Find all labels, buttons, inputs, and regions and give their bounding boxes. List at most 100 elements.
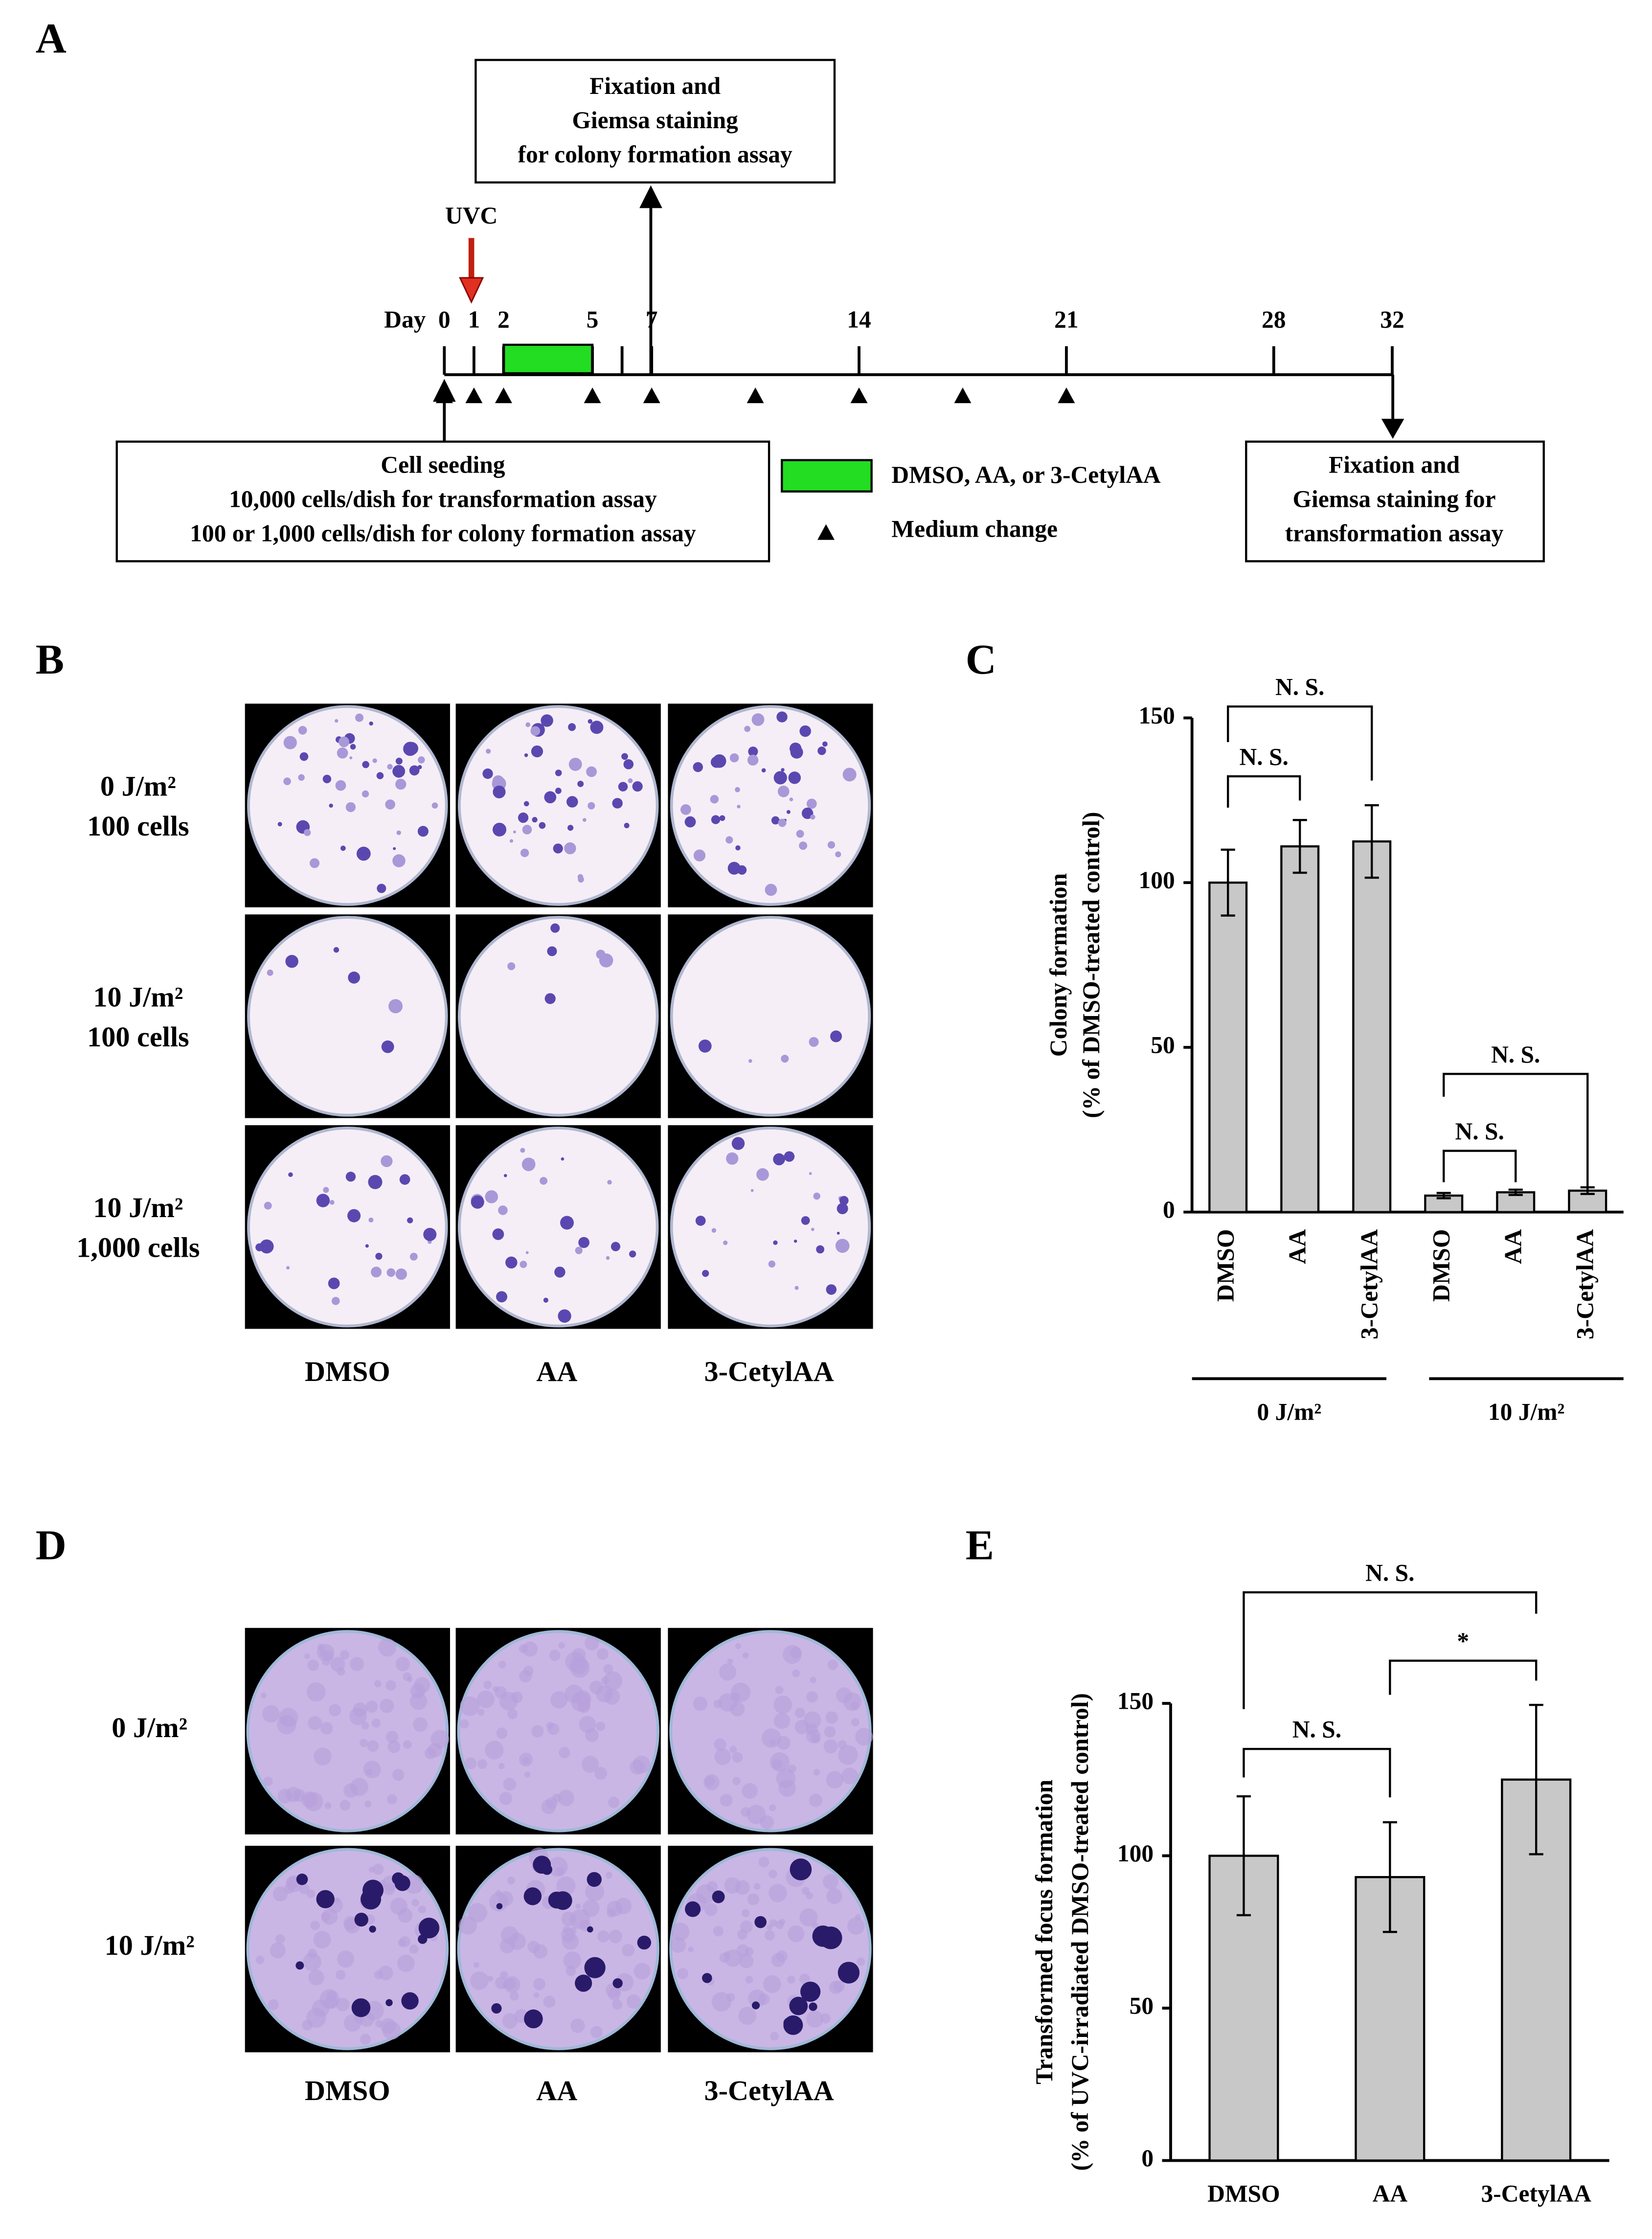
texture <box>626 1994 641 2009</box>
texture <box>424 1747 436 1760</box>
texture <box>837 1740 847 1749</box>
colony <box>530 726 541 736</box>
row-label: 1,000 cells <box>76 1232 200 1264</box>
texture <box>275 1934 285 1944</box>
colony <box>541 714 553 727</box>
texture <box>519 1752 533 1767</box>
colony <box>345 802 356 813</box>
texture <box>792 1669 800 1677</box>
texture <box>601 1676 609 1685</box>
legend-text: DMSO, AA, or 3-CetylAA <box>891 461 1160 488</box>
row-label: 10 J/m² <box>93 981 183 1013</box>
colony <box>837 1203 848 1215</box>
colony <box>816 1245 825 1254</box>
texture <box>763 1975 781 1993</box>
texture <box>585 1882 605 1901</box>
colony <box>737 805 741 809</box>
texture <box>605 1872 613 1879</box>
texture <box>607 1908 616 1918</box>
texture <box>823 1739 838 1754</box>
colony <box>784 1151 795 1162</box>
colony <box>835 851 841 858</box>
colony <box>588 719 592 724</box>
dish <box>670 1127 871 1328</box>
significance-label: * <box>1457 1628 1469 1654</box>
day-number: 5 <box>587 306 599 333</box>
texture <box>320 1722 333 1735</box>
colony <box>356 846 371 861</box>
colony <box>554 1267 566 1278</box>
colony <box>331 1297 340 1305</box>
colony <box>773 771 787 785</box>
texture <box>430 1730 450 1749</box>
texture <box>485 1741 504 1760</box>
box-text: for colony formation assay <box>518 141 792 168</box>
colony <box>522 825 532 835</box>
texture <box>758 1856 769 1868</box>
texture <box>339 1650 350 1660</box>
legend-swatch <box>781 459 873 493</box>
colony <box>540 1176 548 1185</box>
texture <box>570 2018 585 2033</box>
texture <box>730 1701 745 1717</box>
focus <box>612 1978 623 1989</box>
colony <box>806 798 817 809</box>
colony <box>298 725 307 735</box>
texture <box>503 1778 517 1791</box>
colony <box>799 841 808 850</box>
texture <box>775 1686 784 1695</box>
colony <box>751 713 765 726</box>
texture <box>459 1719 469 1729</box>
colony <box>503 1174 507 1177</box>
colony <box>355 713 364 722</box>
panel-label: C <box>966 635 996 683</box>
panel-label: E <box>966 1521 994 1569</box>
colony <box>544 993 556 1004</box>
texture <box>364 1800 372 1808</box>
colony <box>553 843 563 854</box>
significance-bracket <box>1227 775 1301 808</box>
box-text: Giemsa staining <box>572 107 738 134</box>
colony <box>329 803 333 808</box>
texture <box>806 2010 824 2028</box>
texture <box>324 1802 332 1809</box>
texture <box>794 1719 810 1735</box>
texture <box>336 1997 350 2012</box>
texture <box>688 1946 694 1952</box>
texture <box>779 1919 786 1925</box>
focus <box>584 1957 606 1978</box>
focus <box>837 1962 860 1984</box>
y-axis-label: (% of UVC-irradiated DMSO-treated contro… <box>1066 1693 1093 2171</box>
medium-change <box>954 387 972 404</box>
texture <box>353 1702 367 1717</box>
colony <box>309 858 320 868</box>
texture <box>411 1899 419 1907</box>
colony <box>684 816 696 828</box>
texture <box>594 1767 608 1780</box>
texture <box>764 1930 775 1941</box>
texture <box>776 1950 788 1962</box>
colony <box>299 752 309 761</box>
colony <box>555 769 562 776</box>
texture <box>507 1709 518 1719</box>
texture <box>809 1793 823 1807</box>
colony <box>403 742 418 756</box>
colony <box>693 849 706 861</box>
texture <box>561 1911 576 1926</box>
texture <box>806 1892 813 1900</box>
colony <box>365 1244 369 1248</box>
colony <box>735 845 741 851</box>
texture <box>615 1898 632 1915</box>
texture <box>571 1648 586 1662</box>
colony <box>719 815 725 821</box>
texture <box>508 1932 526 1950</box>
texture <box>811 1734 820 1743</box>
texture <box>847 1917 865 1935</box>
focus <box>385 1999 393 2007</box>
colony <box>827 841 836 849</box>
colony <box>568 723 576 731</box>
day-number: 1 <box>468 306 480 333</box>
colony <box>283 777 291 786</box>
texture <box>559 1747 570 1759</box>
